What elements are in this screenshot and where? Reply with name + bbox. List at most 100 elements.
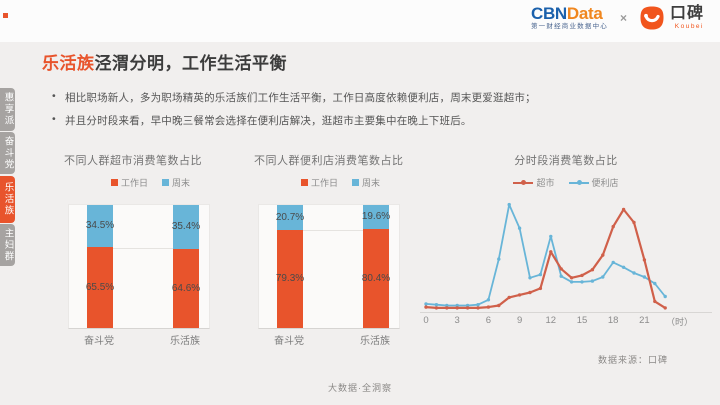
x-tick-label: 9 xyxy=(516,315,523,326)
page-title-rest: 泾渭分明，工作生活平衡 xyxy=(94,54,287,73)
koubei-smile-icon xyxy=(640,6,664,30)
data-point xyxy=(549,250,553,254)
slide-corner-marker xyxy=(3,13,8,18)
legend-item-weekday: 工作日 xyxy=(300,176,338,189)
legend-item-convenience: 便利店 xyxy=(568,176,619,189)
marker-dot-icon xyxy=(576,180,582,185)
stacked-bar xyxy=(173,205,199,328)
header-band: CBNData 第一财经商业数据中心 × 口碑 Koubei xyxy=(0,0,720,42)
data-point xyxy=(445,303,449,308)
data-point xyxy=(559,267,563,271)
weekday-segment xyxy=(363,229,389,328)
koubei-name: 口碑 xyxy=(669,4,704,22)
convenience-line-swatch-icon xyxy=(568,180,589,185)
cbn-part: CBN xyxy=(530,4,567,24)
weekday-segment xyxy=(277,230,303,328)
chart-legend: 工作日 周末 xyxy=(58,176,243,189)
data-point xyxy=(621,207,626,212)
data-point xyxy=(434,306,439,310)
line-series-便利店 xyxy=(425,203,666,307)
category-label: 乐活族 xyxy=(170,336,200,347)
sidebar-tab-2[interactable]: 奋斗党 xyxy=(0,132,15,174)
bullet-item: • 相比职场新人，多为职场精英的乐活族们工作生活平衡，工作日高度依赖便利店，周末… xyxy=(52,90,672,105)
stacked-bar xyxy=(87,205,113,328)
bar-value-label: 19.6% xyxy=(361,211,391,222)
legend-item-supermarket: 超市 xyxy=(513,176,555,189)
data-point xyxy=(507,295,511,300)
weekend-segment xyxy=(277,205,303,230)
bullet-item: • 并且分时段来看，早中晚三餐常会选择在便利店解决，逛超市主要集中在晚上下班后。 xyxy=(52,113,672,128)
x-tick-label: 21 xyxy=(639,315,650,326)
logo-group: CBNData 第一财经商业数据中心 × 口碑 Koubei xyxy=(531,5,704,31)
chart-legend: 工作日 周末 xyxy=(248,176,433,189)
sidebar-tab-3[interactable]: 乐活族 xyxy=(0,176,15,223)
category-label: 奋斗党 xyxy=(274,336,304,347)
data-point xyxy=(517,293,522,297)
data-point xyxy=(580,280,584,284)
plot-area: 34.5% 65.5% 35.4% 64.6% xyxy=(68,204,210,329)
sidebar-tab-1[interactable]: 惠享派 xyxy=(0,88,15,131)
x-tick-label: 6 xyxy=(485,315,492,326)
data-point xyxy=(538,286,543,291)
x-tick-label: 15 xyxy=(576,315,588,326)
data-point xyxy=(424,305,428,309)
data-point xyxy=(601,253,605,257)
weekday-segment xyxy=(87,247,113,328)
category-axis: 奋斗党 乐活族 xyxy=(258,332,398,347)
x-tick-label: 3 xyxy=(454,315,460,326)
data-point xyxy=(559,274,563,278)
bar-value-label: 34.5% xyxy=(85,220,115,231)
legend-label: 工作日 xyxy=(120,178,148,188)
chart-convenience-share: 不同人群便利店消费笔数占比 工作日 周末 20.7% 79.3% 19.6% 80.4… xyxy=(248,152,433,347)
bullet-marker: • xyxy=(52,113,56,125)
bar-value-label: 20.7% xyxy=(275,211,305,223)
bar-value-label: 79.3% xyxy=(275,273,305,284)
weekend-segment xyxy=(87,205,113,247)
data-point xyxy=(663,306,667,310)
data-point xyxy=(663,294,667,299)
data-point xyxy=(455,306,459,310)
legend-label: 工作日 xyxy=(310,178,338,188)
sidebar-tab-4[interactable]: 主妇群 xyxy=(0,224,15,266)
x-axis-unit: （时） xyxy=(666,317,694,327)
data-point xyxy=(632,271,636,275)
data-point xyxy=(476,306,480,310)
x-tick-label: 0 xyxy=(423,315,429,326)
data-point xyxy=(653,281,657,286)
data-point xyxy=(528,276,532,280)
bullet-text: 相比职场新人，多为职场精英的乐活族们工作生活平衡，工作日高度依赖便利店，周末更爱… xyxy=(65,92,536,104)
marker-dot-icon xyxy=(521,180,527,185)
data-point xyxy=(497,303,501,308)
legend-label: 周末 xyxy=(362,178,381,188)
weekend-segment xyxy=(173,205,199,249)
stacked-bar xyxy=(363,205,389,328)
weekend-swatch-icon xyxy=(352,179,359,186)
data-point xyxy=(621,265,626,269)
x-tick-label: 12 xyxy=(545,315,557,326)
cbndata-tagline: 第一财经商业数据中心 xyxy=(530,23,608,31)
chart-supermarket-share: 不同人群超市消费笔数占比 工作日 周末 34.5% 65.5% 35.4% 64.6%… xyxy=(58,152,243,347)
stacked-bar xyxy=(277,205,303,328)
data-point xyxy=(445,306,449,310)
data-point xyxy=(517,226,522,230)
koubei-wordmark: 口碑 Koubei xyxy=(669,4,704,31)
data-source-note: 数据来源：口碑 xyxy=(597,355,668,365)
data-point xyxy=(601,275,605,279)
bullet-text: 并且分时段来看，早中晚三餐常会选择在便利店解决，逛超市主要集中在晚上下班后。 xyxy=(65,115,472,127)
legend-item-weekend: 周末 xyxy=(352,176,380,189)
data-point xyxy=(549,234,553,239)
chart-title: 不同人群便利店消费笔数占比 xyxy=(254,155,404,167)
chart-title: 不同人群超市消费笔数占比 xyxy=(64,155,202,167)
weekday-swatch-icon xyxy=(300,179,308,186)
data-point xyxy=(486,305,491,309)
footer-watermark: 大数据·全洞察 xyxy=(328,383,392,393)
chart-legend: 超市 便利店 xyxy=(420,176,712,189)
koubei-logo: 口碑 Koubei xyxy=(639,5,704,31)
legend-label: 超市 xyxy=(536,178,555,188)
data-point xyxy=(611,224,615,229)
category-axis: 奋斗党 乐活族 xyxy=(68,332,208,347)
logo-separator: × xyxy=(619,11,627,25)
x-axis-ticks: 0 3 6 9 12 15 18 21 xyxy=(420,315,712,327)
supermarket-line-swatch-icon xyxy=(513,180,534,185)
data-point xyxy=(653,299,657,304)
